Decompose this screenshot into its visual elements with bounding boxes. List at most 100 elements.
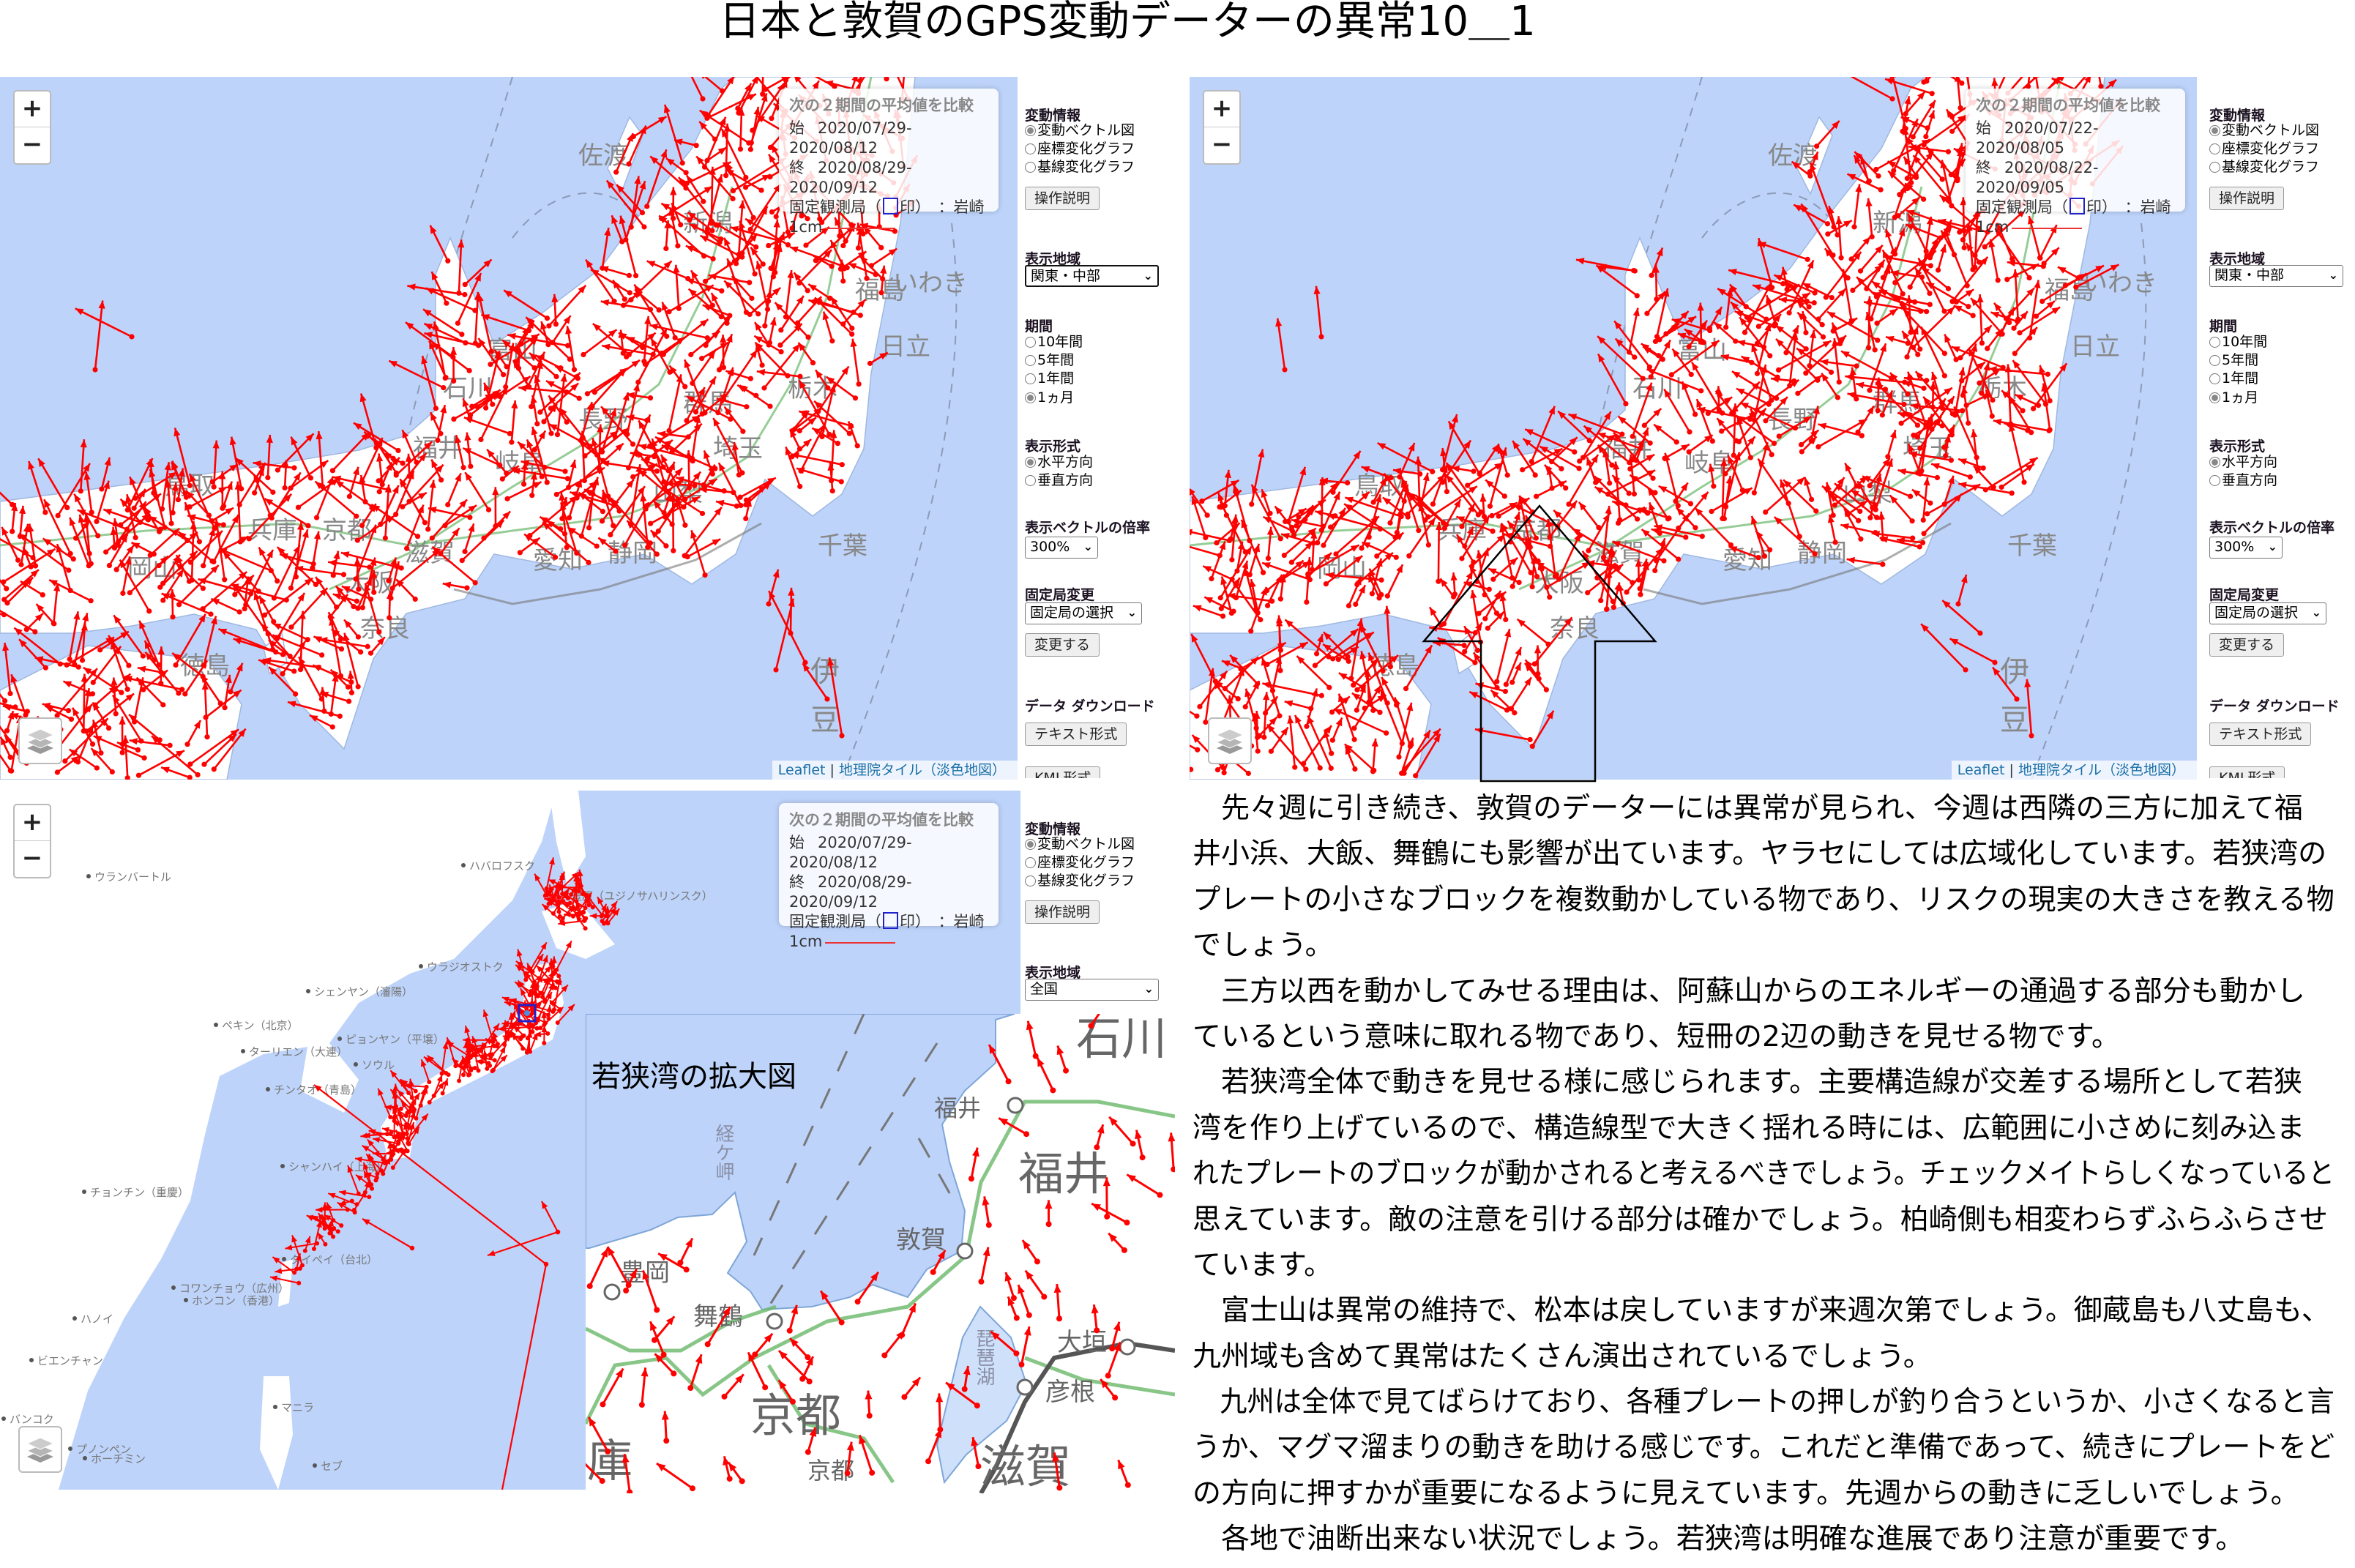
zoom-in-button[interactable]: + bbox=[15, 92, 50, 127]
fixed-station-heading: 固定局変更 bbox=[1025, 587, 1095, 603]
help-button[interactable]: 操作説明 bbox=[1025, 187, 1100, 210]
displacement-arrow bbox=[165, 479, 174, 526]
download-kml-button[interactable]: KML形式 bbox=[2209, 766, 2285, 778]
radio-horizontal[interactable]: 水平方向 bbox=[2209, 454, 2277, 470]
layers-button[interactable] bbox=[18, 1426, 62, 1473]
displacement-arrow bbox=[1586, 560, 1619, 570]
fixed-station-select[interactable]: 固定局の選択 ⌄ bbox=[1025, 602, 1142, 624]
radio-button[interactable] bbox=[1025, 162, 1036, 173]
article-line: うか、マグマ溜まりの動きを助ける感じです。これだと準備であって、続きにプレートを… bbox=[1193, 1431, 2335, 1465]
radio-period-1y[interactable]: 1年間 bbox=[2209, 370, 2258, 387]
radio-period-5y[interactable]: 5年間 bbox=[1025, 352, 1074, 368]
displacement-arrow bbox=[258, 547, 280, 584]
radio-button[interactable] bbox=[1025, 457, 1036, 468]
vector-scale-select[interactable]: 300% ⌄ bbox=[2209, 537, 2283, 559]
displacement-arrow bbox=[81, 673, 88, 734]
radio-horizontal[interactable]: 水平方向 bbox=[1025, 454, 1093, 470]
displacement-arrow bbox=[1815, 418, 1867, 449]
radio-button[interactable] bbox=[1025, 373, 1036, 384]
radio-button[interactable] bbox=[2209, 355, 2220, 366]
radio-vertical[interactable]: 垂直方向 bbox=[2209, 472, 2277, 488]
radio-vector-map[interactable]: 変動ベクトル図 bbox=[1025, 836, 1135, 852]
radio-button[interactable] bbox=[2209, 162, 2220, 173]
displacement-arrow bbox=[1820, 359, 1859, 369]
displacement-arrow bbox=[633, 283, 670, 339]
displacement-arrow bbox=[761, 343, 801, 391]
radio-button[interactable] bbox=[1025, 876, 1036, 886]
fixed-station-select[interactable]: 固定局の選択 ⌄ bbox=[2209, 602, 2326, 624]
download-text-button[interactable]: テキスト形式 bbox=[1025, 723, 1127, 746]
radio-period-10y[interactable]: 10年間 bbox=[1025, 334, 1083, 350]
change-button[interactable]: 変更する bbox=[1025, 633, 1100, 657]
layers-button[interactable] bbox=[1208, 717, 1252, 764]
radio-button[interactable] bbox=[2209, 125, 2220, 136]
zoom-out-button[interactable]: − bbox=[21, 843, 43, 873]
displacement-arrow bbox=[1199, 479, 1240, 504]
radio-button[interactable] bbox=[1025, 355, 1036, 366]
displacement-arrow bbox=[129, 476, 152, 523]
region-select[interactable]: 関東・中部 ⌄ bbox=[2209, 265, 2343, 287]
radio-vector-map[interactable]: 変動ベクトル図 bbox=[1025, 122, 1135, 138]
radio-vertical[interactable]: 垂直方向 bbox=[1025, 472, 1093, 488]
displacement-arrow bbox=[1100, 1378, 1119, 1401]
radio-coordinate-graph[interactable]: 座標変化グラフ bbox=[1025, 141, 1135, 157]
displacement-arrow bbox=[600, 227, 611, 271]
help-button[interactable]: 操作説明 bbox=[2209, 187, 2285, 210]
displacement-arrow bbox=[1884, 78, 1935, 97]
displacement-arrow bbox=[1305, 544, 1360, 577]
radio-baseline-graph[interactable]: 基線変化グラフ bbox=[1025, 159, 1135, 175]
radio-coordinate-graph[interactable]: 座標変化グラフ bbox=[2209, 141, 2319, 157]
tiles-link[interactable]: 地理院タイル（淡色地図） bbox=[2018, 762, 2185, 778]
zoom-out-button[interactable]: − bbox=[1211, 130, 1233, 159]
layers-button[interactable] bbox=[18, 717, 62, 764]
radio-period-1m[interactable]: 1ヵ月 bbox=[1025, 389, 1074, 406]
radio-period-5y[interactable]: 5年間 bbox=[2209, 352, 2258, 368]
zoom-in-button[interactable]: + bbox=[1204, 92, 1239, 127]
displacement-arrow bbox=[1731, 370, 1780, 401]
radio-button[interactable] bbox=[1025, 857, 1036, 868]
radio-button[interactable] bbox=[1025, 839, 1036, 850]
change-button[interactable]: 変更する bbox=[2209, 633, 2285, 657]
displacement-arrow bbox=[327, 611, 343, 642]
gps-vector-map-kanto-chubu-previous[interactable]: 佐渡新潟福島栃木群馬富山石川福井岐阜長野山梨埼玉千葉静岡愛知滋賀京都兵庫大阪奈良… bbox=[1190, 77, 2197, 780]
radio-button[interactable] bbox=[1025, 125, 1036, 136]
radio-button[interactable] bbox=[2209, 392, 2220, 403]
zoom-in-button[interactable]: + bbox=[15, 805, 50, 841]
radio-period-1y[interactable]: 1年間 bbox=[1025, 370, 1074, 387]
gps-vector-map-kanto-chubu[interactable]: 佐渡新潟福島栃木群馬富山石川福井岐阜長野山梨埼玉千葉静岡愛知滋賀京都兵庫大阪奈良… bbox=[0, 77, 1018, 780]
help-button[interactable]: 操作説明 bbox=[1025, 900, 1100, 924]
radio-button[interactable] bbox=[1025, 475, 1036, 486]
tiles-link[interactable]: 地理院タイル（淡色地図） bbox=[838, 762, 1006, 778]
radio-button[interactable] bbox=[2209, 373, 2220, 384]
displacement-arrow bbox=[71, 707, 96, 747]
start-label: 始 bbox=[1976, 119, 1991, 137]
radio-button[interactable] bbox=[2209, 143, 2220, 154]
radio-button[interactable] bbox=[2209, 457, 2220, 468]
radio-button[interactable] bbox=[2209, 337, 2220, 348]
download-text-button[interactable]: テキスト形式 bbox=[2209, 723, 2312, 746]
displacement-arrow bbox=[214, 518, 228, 583]
radio-baseline-graph[interactable]: 基線変化グラフ bbox=[2209, 159, 2319, 175]
radio-baseline-graph[interactable]: 基線変化グラフ bbox=[1025, 873, 1135, 889]
displacement-arrow bbox=[858, 1434, 876, 1476]
download-kml-button[interactable]: KML形式 bbox=[1025, 766, 1101, 778]
leaflet-link[interactable]: Leaflet bbox=[777, 762, 826, 778]
displacement-arrow bbox=[364, 583, 382, 635]
radio-period-1m[interactable]: 1ヵ月 bbox=[2209, 389, 2258, 406]
radio-button[interactable] bbox=[1025, 337, 1036, 348]
displacement-arrow bbox=[988, 1044, 1012, 1085]
city-label: ホーチミン bbox=[91, 1452, 146, 1466]
displacement-arrow bbox=[1281, 527, 1317, 559]
leaflet-link[interactable]: Leaflet bbox=[1957, 762, 2005, 778]
radio-coordinate-graph[interactable]: 座標変化グラフ bbox=[1025, 854, 1135, 870]
radio-button[interactable] bbox=[2209, 475, 2220, 486]
radio-button[interactable] bbox=[1025, 143, 1036, 154]
radio-vector-map[interactable]: 変動ベクトル図 bbox=[2209, 122, 2319, 138]
zoom-out-button[interactable]: − bbox=[21, 130, 43, 159]
region-select[interactable]: 関東・中部 ⌄ bbox=[1025, 265, 1159, 287]
region-select[interactable]: 全国 ⌄ bbox=[1025, 979, 1159, 1001]
radio-button[interactable] bbox=[1025, 392, 1036, 403]
city-label: シェンヤン（瀋陽） bbox=[314, 985, 413, 998]
radio-period-10y[interactable]: 10年間 bbox=[2209, 334, 2267, 350]
vector-scale-select[interactable]: 300% ⌄ bbox=[1025, 537, 1098, 559]
